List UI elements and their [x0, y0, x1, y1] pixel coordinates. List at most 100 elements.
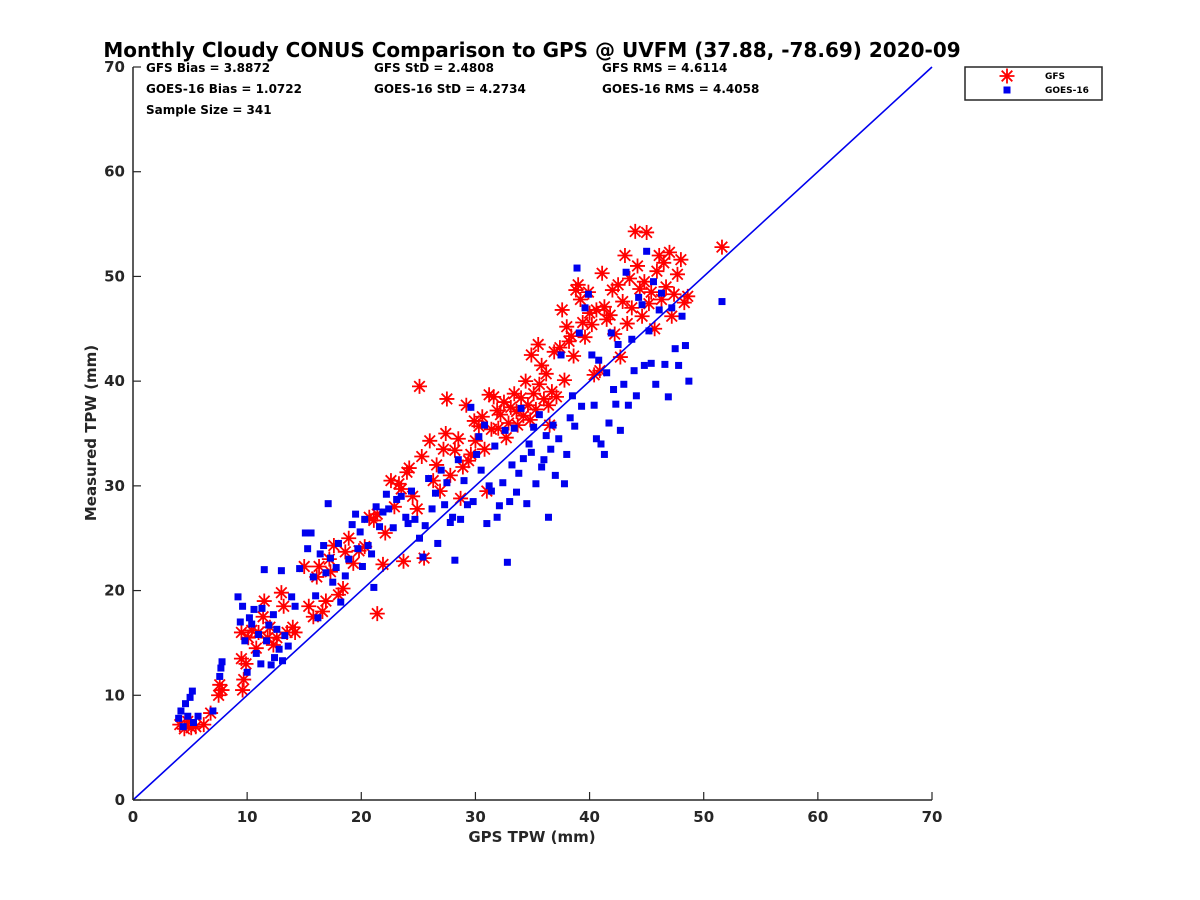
gfs-point	[570, 277, 586, 293]
gfs-point	[375, 556, 391, 572]
goes16-point	[345, 555, 353, 563]
gfs-point	[393, 481, 409, 497]
goes16-point	[678, 312, 686, 320]
gfs-point	[523, 347, 539, 363]
goes16-point	[571, 422, 579, 430]
gfs-point	[669, 266, 685, 282]
x-tick-label: 40	[579, 808, 600, 826]
goes16-point	[620, 380, 628, 388]
y-tick-label: 70	[104, 58, 125, 76]
gfs-point	[377, 525, 393, 541]
goes16-point	[449, 513, 457, 521]
plot-area: 0 10 20 30 40 50 60 70 0 10 20 30 40 50 60 70	[104, 58, 942, 826]
gfs-point	[411, 378, 427, 394]
stat-annotation: GFS StD = 2.4808	[374, 61, 494, 75]
x-tick-label: 30	[465, 808, 486, 826]
gfs-point	[345, 555, 361, 571]
goes16-point	[624, 401, 632, 409]
stat-annotation: GOES-16 RMS = 4.4058	[602, 82, 759, 96]
goes16-point	[446, 519, 454, 527]
gfs-point	[522, 412, 538, 428]
gfs-point	[180, 713, 196, 729]
goes16-point	[513, 488, 521, 496]
gfs-point	[639, 224, 655, 240]
goes16-point	[675, 361, 683, 369]
goes16-point	[503, 558, 511, 566]
gfs-point	[461, 453, 477, 469]
goes16-point	[188, 687, 196, 695]
gfs-point	[630, 258, 646, 274]
goes16-point	[622, 268, 630, 276]
goes16-point	[236, 618, 244, 626]
goes16-point	[301, 529, 309, 537]
goes16-point	[605, 419, 613, 427]
y-tick-label: 60	[104, 163, 125, 181]
goes16-point	[523, 500, 531, 508]
gfs-point	[528, 401, 544, 417]
goes16-point	[408, 487, 416, 495]
goes16-point	[535, 411, 543, 419]
gfs-point	[666, 286, 682, 302]
gfs-point	[458, 397, 474, 413]
goes16-point	[189, 719, 197, 727]
gfs-point	[536, 391, 552, 407]
goes16-point	[434, 539, 442, 547]
gfs-point	[538, 366, 554, 382]
goes16-point	[510, 424, 518, 432]
gfs-point	[584, 317, 600, 333]
gfs-point	[244, 622, 260, 638]
gfs-point	[318, 593, 334, 609]
goes16-point	[549, 421, 557, 429]
goes16-point	[499, 479, 507, 487]
goes16-point	[288, 593, 296, 601]
gfs-point	[604, 282, 620, 298]
gfs-point	[509, 404, 525, 420]
goes16-point	[614, 340, 622, 348]
gfs-point	[248, 640, 264, 656]
gfs-point	[486, 389, 502, 405]
gfs-point	[586, 367, 602, 383]
gfs-point	[641, 296, 657, 312]
goes16-point	[348, 521, 356, 529]
points-layer	[172, 223, 730, 737]
gfs-point	[483, 421, 499, 437]
goes16-point	[258, 604, 266, 612]
goes16-point	[269, 611, 277, 619]
goes16-point	[647, 359, 655, 367]
gfs-point	[361, 509, 377, 525]
goes16-point	[632, 392, 640, 400]
gfs-point	[455, 459, 471, 475]
gfs-point	[506, 386, 522, 402]
goes16-point	[182, 700, 190, 708]
chart-title: Monthly Cloudy CONUS Comparison to GPS @…	[103, 38, 960, 62]
goes16-point	[493, 513, 501, 521]
goes16-point	[655, 306, 663, 314]
gfs-point	[235, 682, 251, 698]
gfs-point	[447, 442, 463, 458]
goes16-point	[239, 602, 247, 610]
goes16-point	[519, 455, 527, 463]
goes16-point	[581, 304, 589, 312]
goes16-point	[255, 631, 263, 639]
goes16-point	[668, 304, 676, 312]
goes16-point	[271, 654, 279, 662]
gfs-point	[582, 305, 598, 321]
gfs-point	[479, 483, 495, 499]
gfs-point	[526, 386, 542, 402]
goes16-point	[457, 515, 465, 523]
goes16-point	[600, 450, 608, 458]
gfs-point	[647, 321, 663, 337]
gfs-point	[439, 391, 455, 407]
gfs-point	[212, 677, 228, 693]
goes16-point	[397, 492, 405, 500]
gfs-point	[233, 624, 249, 640]
goes16-point	[404, 520, 412, 528]
goes16-point	[312, 592, 320, 600]
goes16-point	[234, 593, 242, 601]
goes16-point	[209, 707, 217, 715]
goes16-point	[194, 712, 202, 720]
goes16-point	[273, 625, 281, 633]
y-tick-label: 20	[104, 582, 125, 600]
goes16-point	[532, 480, 540, 488]
gfs-point	[548, 389, 564, 405]
